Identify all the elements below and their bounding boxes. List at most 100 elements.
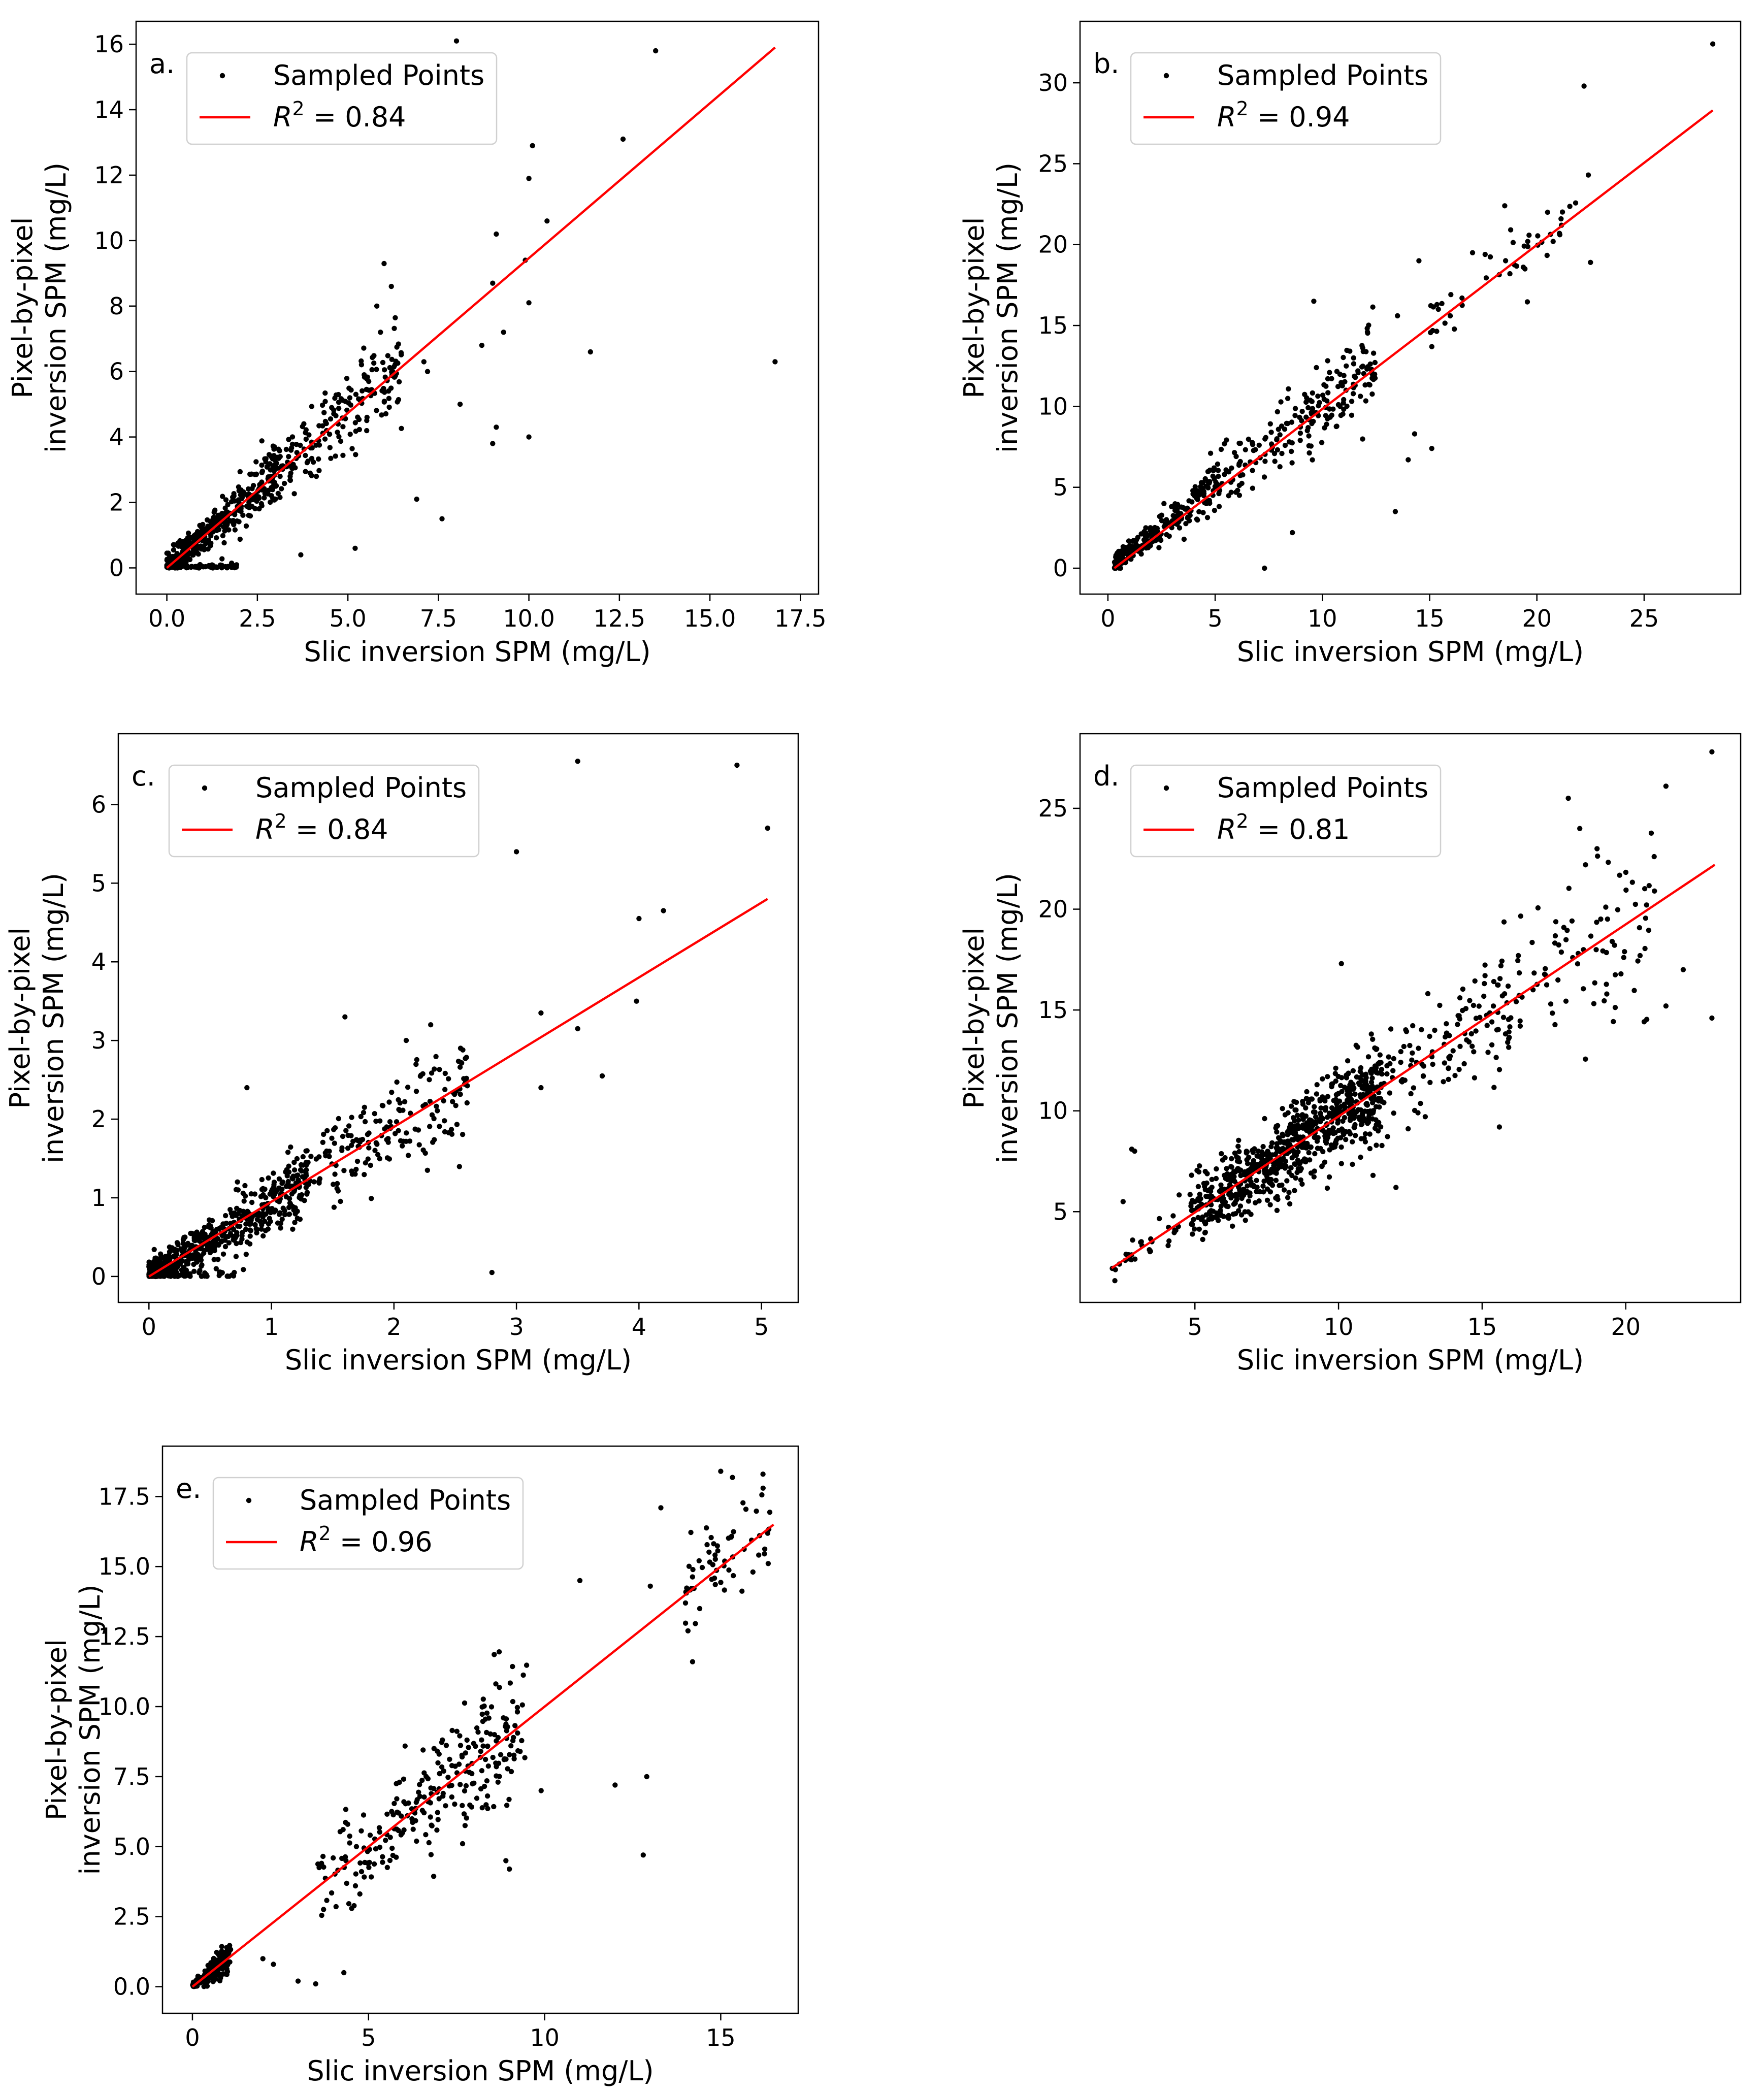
data-point xyxy=(1398,1059,1403,1065)
data-point xyxy=(1256,1198,1262,1204)
data-point xyxy=(1321,397,1327,402)
data-point xyxy=(1284,420,1289,426)
data-point xyxy=(506,1796,512,1802)
data-point xyxy=(376,1825,382,1830)
data-point xyxy=(242,1183,248,1189)
data-point xyxy=(1552,933,1558,939)
data-point xyxy=(1450,1048,1456,1054)
data-point xyxy=(1366,322,1371,328)
data-point xyxy=(1194,1167,1200,1173)
data-point xyxy=(1353,1133,1358,1138)
data-point xyxy=(1409,1057,1415,1063)
data-point xyxy=(174,563,180,569)
data-point xyxy=(1369,1100,1376,1105)
data-point xyxy=(1612,1005,1618,1010)
data-point xyxy=(494,1738,499,1744)
data-point xyxy=(230,495,236,500)
data-point xyxy=(242,492,248,497)
data-point xyxy=(333,392,339,398)
data-point xyxy=(345,1146,351,1151)
data-point xyxy=(1274,436,1280,442)
data-point xyxy=(292,1220,298,1225)
data-point xyxy=(1469,1043,1475,1049)
data-point xyxy=(1319,1164,1325,1169)
data-point xyxy=(1143,525,1149,531)
data-point xyxy=(1225,1203,1231,1210)
data-point xyxy=(174,1248,180,1253)
data-point xyxy=(1358,1077,1364,1083)
data-point xyxy=(1490,1003,1496,1009)
data-point xyxy=(508,1743,514,1749)
data-point xyxy=(1567,204,1573,209)
data-point xyxy=(1275,409,1280,415)
data-point xyxy=(1680,967,1686,972)
data-point xyxy=(1187,518,1192,524)
data-point xyxy=(1217,1211,1223,1216)
x-tick-label: 4 xyxy=(632,1313,646,1341)
data-point xyxy=(759,1492,765,1498)
data-point xyxy=(362,1119,368,1125)
data-point xyxy=(303,452,308,459)
legend-r2-label: R2 = 0.81 xyxy=(1217,810,1350,845)
data-point xyxy=(457,1733,463,1739)
y-tick-label: 15.0 xyxy=(99,1553,150,1580)
data-point xyxy=(1351,361,1357,367)
data-point xyxy=(1215,468,1221,473)
data-point xyxy=(1311,418,1316,424)
data-point xyxy=(429,1112,435,1118)
data-point xyxy=(1644,1017,1650,1022)
data-point xyxy=(414,1838,419,1844)
data-point xyxy=(287,1200,293,1206)
data-point xyxy=(1275,1196,1281,1202)
data-point xyxy=(514,1705,520,1710)
data-point xyxy=(461,1811,467,1817)
data-point xyxy=(243,1227,249,1232)
data-point xyxy=(1256,442,1262,448)
data-point xyxy=(1292,1161,1298,1167)
data-point xyxy=(1577,826,1583,831)
data-point xyxy=(295,1216,300,1221)
x-tick-label: 10 xyxy=(530,2024,560,2051)
data-point xyxy=(349,1115,354,1120)
data-point xyxy=(322,399,328,404)
data-point xyxy=(1233,1211,1238,1217)
data-point xyxy=(1588,259,1593,265)
y-tick-label: 10 xyxy=(1038,1097,1068,1125)
y-tick-label: 6 xyxy=(91,791,106,818)
data-point xyxy=(1369,391,1375,397)
data-point xyxy=(284,1173,290,1179)
data-point xyxy=(340,1827,346,1833)
data-point xyxy=(1289,1155,1295,1161)
data-point xyxy=(389,1090,395,1095)
data-point xyxy=(760,1472,766,1477)
data-point xyxy=(1432,1027,1438,1033)
data-point xyxy=(402,1743,408,1749)
data-point xyxy=(384,1865,390,1870)
data-point xyxy=(333,453,338,459)
data-point xyxy=(272,497,277,503)
data-point xyxy=(219,563,225,568)
data-point xyxy=(413,1818,418,1823)
data-point xyxy=(1347,1118,1353,1123)
data-point xyxy=(495,1779,501,1785)
data-point xyxy=(358,1828,364,1834)
data-point xyxy=(501,330,506,335)
data-point xyxy=(384,1811,390,1817)
data-point xyxy=(690,1659,696,1664)
data-point xyxy=(364,376,370,382)
data-point xyxy=(1330,1131,1336,1136)
data-point xyxy=(1286,439,1292,445)
y-tick-label: 20 xyxy=(1038,231,1068,258)
data-point xyxy=(324,1128,330,1133)
data-point xyxy=(281,480,287,486)
data-point xyxy=(273,1207,278,1213)
data-point xyxy=(326,432,333,437)
data-point xyxy=(191,1237,197,1243)
data-point xyxy=(185,530,191,536)
data-point xyxy=(175,1242,181,1248)
data-point xyxy=(1388,1026,1394,1032)
data-point xyxy=(416,1142,422,1148)
data-point xyxy=(305,459,311,464)
data-point xyxy=(1442,320,1448,326)
data-point xyxy=(434,1827,440,1833)
